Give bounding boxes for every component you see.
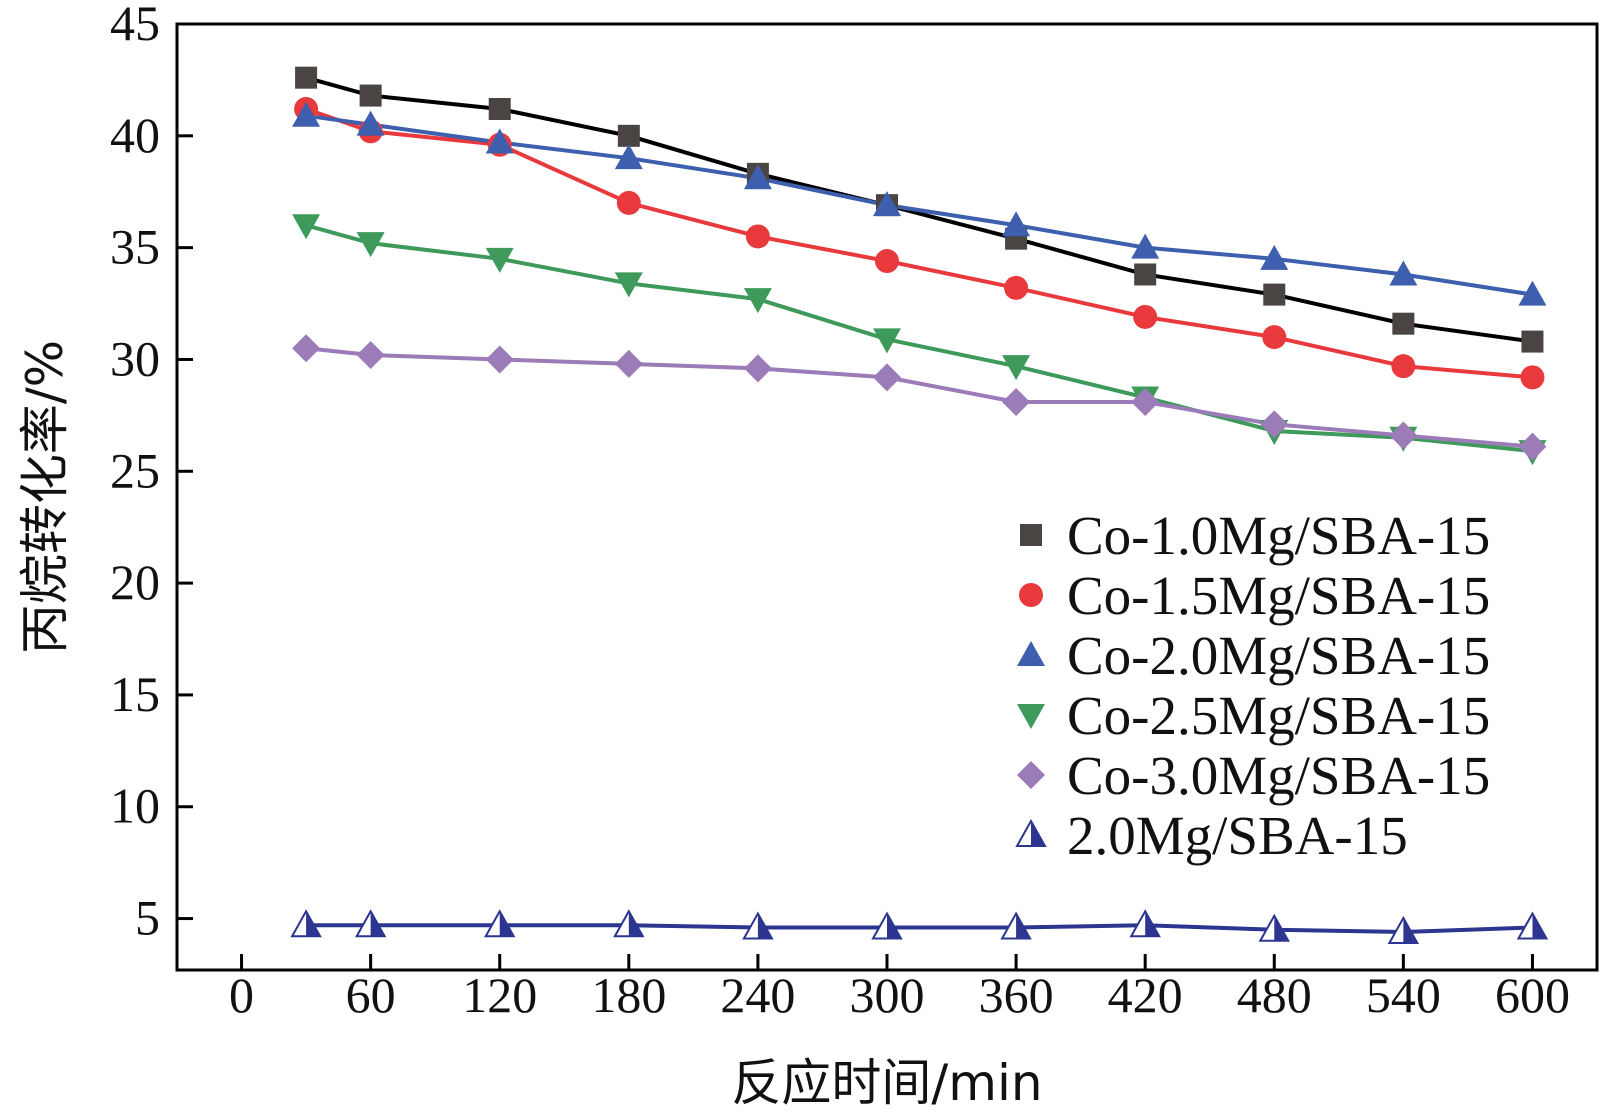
- legend-label: Co-2.5Mg/SBA-15: [1067, 685, 1490, 746]
- x-tick-label: 240: [720, 967, 795, 1023]
- x-tick-label: 120: [462, 967, 537, 1023]
- y-tick-label: 30: [110, 330, 160, 386]
- x-tick-label: 60: [346, 967, 396, 1023]
- data-point-series-3: [1002, 355, 1031, 381]
- x-tick-label: 360: [979, 967, 1054, 1023]
- data-point-series-1: [1004, 275, 1029, 300]
- data-point-series-2: [485, 128, 514, 154]
- legend-marker-0: [1020, 524, 1042, 546]
- legend-marker-5: [1015, 818, 1047, 847]
- data-point-series-1: [1391, 354, 1416, 379]
- data-point-series-1: [616, 190, 641, 215]
- x-tick-label: 480: [1237, 967, 1312, 1023]
- x-axis-ticks: 0 60 120 180 240 300 360 420 480 540 600: [229, 954, 1570, 1023]
- data-point-series-1: [745, 224, 770, 249]
- y-tick-label: 40: [110, 107, 160, 163]
- y-tick-label: 20: [110, 554, 160, 610]
- data-point-series-4: [292, 334, 321, 363]
- data-point-series-0: [359, 84, 382, 107]
- legend-marker-4: [1017, 761, 1045, 789]
- x-axis-title: 反应时间/min: [731, 1054, 1042, 1112]
- data-point-series-0: [1263, 283, 1286, 306]
- data-point-series-0: [1521, 330, 1544, 353]
- data-point-series-5: [290, 909, 322, 938]
- legend-label: 2.0Mg/SBA-15: [1067, 805, 1408, 866]
- data-point-series-5: [1258, 913, 1290, 942]
- data-point-series-3: [356, 232, 385, 258]
- x-tick-label: 0: [229, 967, 254, 1023]
- y-axis-title: 丙烷转化率/%: [16, 340, 74, 654]
- data-point-series-4: [1260, 410, 1289, 439]
- data-point-series-5: [742, 911, 774, 940]
- x-tick-label: 540: [1366, 967, 1441, 1023]
- legend-marker-1: [1019, 583, 1043, 607]
- data-point-series-2: [1131, 233, 1160, 259]
- legend-marker-2: [1017, 641, 1045, 666]
- series-line-3: [305, 223, 1533, 454]
- data-point-series-3: [743, 288, 772, 314]
- legend-label: Co-1.0Mg/SBA-15: [1067, 505, 1490, 566]
- y-axis-ticks: 5 10 15 20 25 30 35 40 45: [110, 0, 193, 946]
- data-point-series-5: [613, 909, 645, 938]
- data-point-series-5: [1387, 915, 1420, 944]
- data-point-series-4: [873, 363, 901, 392]
- data-point-series-3: [485, 247, 514, 273]
- data-point-series-4: [1131, 387, 1160, 416]
- legend-label: Co-1.5Mg/SBA-15: [1067, 565, 1490, 626]
- data-point-series-2: [356, 110, 385, 136]
- data-point-series-3: [614, 272, 643, 298]
- data-point-series-1: [1520, 365, 1545, 390]
- data-point-series-1: [1262, 325, 1287, 350]
- data-point-series-4: [743, 354, 772, 383]
- data-point-series-4: [1002, 387, 1031, 416]
- data-point-series-2: [1518, 280, 1547, 306]
- legend-label: Co-2.0Mg/SBA-15: [1067, 625, 1490, 686]
- data-point-series-5: [1129, 909, 1161, 938]
- y-tick-label: 10: [110, 778, 160, 834]
- data-point-series-4: [1389, 421, 1418, 450]
- data-point-series-0: [617, 124, 640, 147]
- data-point-series-0: [1134, 263, 1157, 286]
- data-point-series-2: [1389, 260, 1418, 286]
- data-point-series-4: [1518, 432, 1547, 461]
- data-point-series-5: [871, 911, 903, 940]
- y-tick-label: 15: [110, 666, 160, 722]
- x-tick-label: 300: [850, 967, 925, 1023]
- data-point-series-0: [488, 97, 511, 120]
- data-point-series-0: [295, 66, 318, 89]
- data-point-series-1: [1133, 304, 1158, 329]
- data-point-series-0: [1392, 312, 1415, 335]
- data-point-series-2: [292, 101, 321, 127]
- x-tick-label: 420: [1108, 967, 1183, 1023]
- y-tick-label: 25: [110, 442, 160, 498]
- data-point-series-2: [614, 144, 643, 170]
- data-point-series-3: [292, 214, 321, 240]
- x-tick-label: 180: [591, 967, 666, 1023]
- legend-label: Co-3.0Mg/SBA-15: [1067, 745, 1490, 806]
- y-tick-label: 45: [110, 0, 160, 51]
- data-point-series-1: [875, 249, 899, 274]
- data-point-series-4: [356, 340, 385, 369]
- data-point-series-2: [873, 191, 901, 217]
- legend: Co-1.0Mg/SBA-15Co-1.5Mg/SBA-15Co-2.0Mg/S…: [1015, 505, 1490, 866]
- legend-marker-3: [1017, 704, 1045, 729]
- data-point-series-5: [1516, 911, 1549, 940]
- data-point-series-2: [743, 164, 772, 190]
- data-point-series-4: [485, 345, 514, 374]
- data-point-series-2: [1002, 211, 1031, 237]
- data-point-series-3: [873, 328, 901, 354]
- data-point-series-4: [614, 349, 643, 378]
- y-tick-label: 5: [135, 890, 160, 946]
- data-point-series-2: [1260, 244, 1289, 270]
- y-tick-label: 35: [110, 219, 160, 275]
- data-point-series-5: [1000, 911, 1032, 940]
- x-tick-label: 600: [1495, 967, 1570, 1023]
- series-markers: [290, 66, 1549, 944]
- data-point-series-5: [484, 909, 516, 938]
- data-point-series-5: [354, 909, 387, 938]
